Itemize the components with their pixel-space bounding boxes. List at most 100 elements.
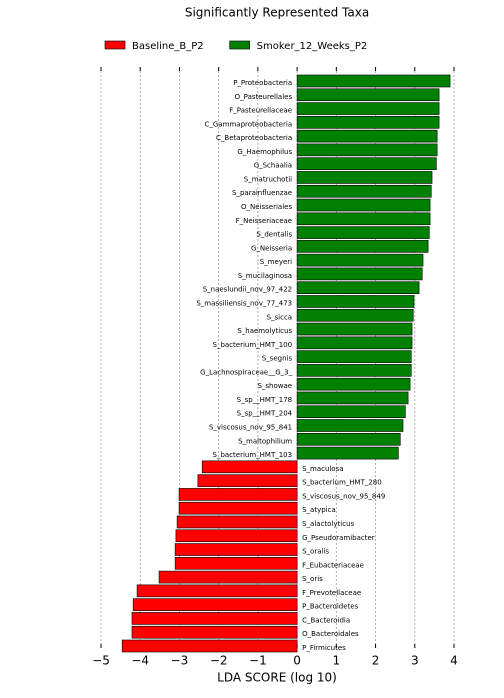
category-label: S_alactolyticus: [302, 520, 354, 528]
category-label: S_segnis: [262, 355, 293, 363]
category-label: C_Bacteroidia: [302, 616, 350, 624]
chart-title: Significantly Represented Taxa: [185, 6, 369, 20]
bar: [296, 364, 412, 377]
bar: [296, 405, 406, 419]
bar: [121, 639, 298, 653]
bar: [296, 157, 437, 170]
bar: [175, 529, 298, 543]
bar: [296, 129, 438, 143]
category-label: S_oris: [302, 575, 323, 583]
category-label: P_Firmicutes: [302, 644, 346, 652]
bar: [296, 446, 399, 460]
x-tick-label: 4: [450, 654, 458, 668]
bar: [197, 474, 298, 487]
x-tick-label: −2: [210, 654, 228, 668]
bar: [296, 184, 432, 198]
x-axis-label: LDA SCORE (log 10): [217, 671, 337, 685]
legend-label: Smoker_12_Weeks_P2: [257, 41, 368, 52]
x-tick-label: 0: [293, 654, 301, 668]
x-tick-label: 2: [372, 654, 380, 668]
category-label: C_Gammaproteobacteria: [205, 120, 293, 128]
category-label: O_Bacteroidales: [302, 630, 359, 638]
category-label: S_parainfluenzae: [232, 189, 292, 197]
bar: [296, 212, 431, 226]
category-label: S_sp__HMT_178: [237, 396, 292, 404]
bar: [178, 488, 298, 501]
bar: [131, 612, 298, 625]
category-label: S_maltophilium: [238, 437, 292, 445]
category-label: O_Neisseriales: [241, 203, 292, 211]
category-label: S_matruchotii: [244, 175, 292, 183]
x-tick-label: −5: [92, 654, 110, 668]
bar: [174, 557, 298, 570]
x-tick-label: −4: [131, 654, 149, 668]
bar: [296, 419, 404, 432]
category-label: S_haemolyticus: [237, 327, 292, 335]
bar: [296, 102, 440, 115]
bar: [296, 350, 412, 363]
category-label: S_meyeri: [260, 258, 292, 266]
category-label: S_naeslundii_nov_97_422: [203, 286, 292, 294]
bar: [201, 460, 298, 474]
bar: [131, 625, 298, 639]
bar: [174, 543, 298, 556]
bar: [178, 501, 298, 515]
category-label: F_Prevotellaceae: [302, 589, 361, 597]
bar: [296, 281, 420, 295]
bar: [158, 570, 298, 584]
x-tick-label: 3: [411, 654, 419, 668]
category-label: S_mucilaginosa: [238, 272, 292, 280]
bar: [296, 295, 415, 308]
category-label: S_viscosus_nov_95_841: [209, 424, 292, 432]
category-label: S_showae: [257, 382, 292, 390]
bar: [296, 322, 413, 336]
bar: [136, 584, 298, 598]
bar: [296, 267, 423, 281]
bar: [296, 336, 413, 350]
bar: [296, 198, 431, 212]
category-label: C_Betaproteobacteria: [216, 134, 292, 142]
category-label: S_oralis: [302, 548, 329, 556]
bar: [296, 253, 424, 267]
category-label: G_Pseudoramibacter: [302, 534, 375, 542]
category-label: S_viscosus_nov_95_849: [302, 492, 385, 500]
legend-label: Baseline_B_P2: [132, 41, 204, 52]
category-label: F_Neisseriaceae: [236, 217, 292, 225]
category-label: S_dentalis: [256, 231, 292, 239]
bar: [296, 432, 401, 446]
category-label: S_sp__HMT_204: [237, 410, 293, 418]
legend-swatch: [104, 40, 126, 50]
category-label: S_bacterium_HMT_100: [213, 341, 293, 349]
category-label: F_Eubacteriaceae: [302, 561, 364, 569]
category-label: P_Bacteroidetes: [302, 603, 358, 611]
bar: [296, 171, 433, 184]
category-label: G_Haemophilus: [237, 148, 292, 156]
x-tick-label: −1: [249, 654, 267, 668]
category-label: G_Lachnospiraceae__G_3_: [200, 368, 292, 376]
category-label: S_maculosa: [302, 465, 344, 473]
category-label: G_Neisseria: [251, 244, 292, 252]
bar: [296, 391, 409, 405]
category-label: F_Pasteurellaceae: [229, 107, 292, 115]
category-label: S_massiliensis_nov_77_473: [196, 299, 292, 307]
category-label: S_atypica: [302, 506, 336, 514]
category-label: O_Pasteurellales: [235, 93, 293, 101]
x-tick-label: −3: [171, 654, 189, 668]
category-label: G_Schaalia: [254, 162, 292, 170]
category-label: S_bacterium_HMT_280: [302, 479, 382, 487]
bar: [296, 377, 411, 391]
category-label: P_Proteobacteria: [233, 79, 292, 87]
category-label: S_bacterium_HMT_103: [213, 451, 293, 459]
bar: [296, 143, 438, 157]
x-tick-label: 1: [333, 654, 341, 668]
bar: [296, 116, 440, 129]
bar: [296, 226, 430, 239]
category-label: S_sicca: [267, 313, 293, 321]
bar: [296, 308, 414, 322]
bar: [296, 74, 451, 88]
bar: [296, 88, 440, 102]
bar: [176, 515, 298, 529]
bar: [132, 598, 298, 611]
legend-swatch: [229, 40, 250, 50]
